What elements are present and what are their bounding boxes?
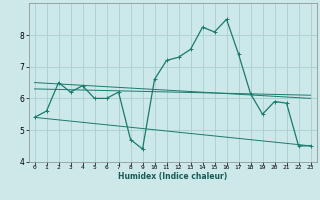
X-axis label: Humidex (Indice chaleur): Humidex (Indice chaleur) [118, 172, 227, 181]
